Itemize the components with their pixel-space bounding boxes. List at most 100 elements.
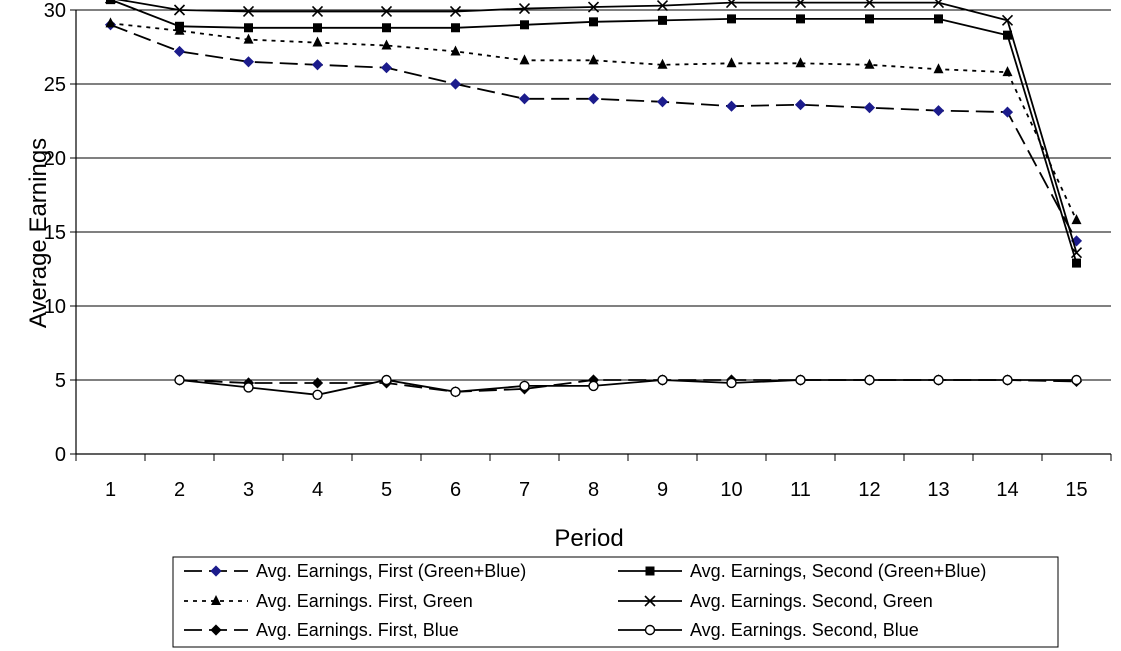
data-point — [311, 5, 324, 18]
data-point — [587, 93, 600, 105]
y-tick-label: 0 — [55, 444, 66, 466]
legend-swatch-marker — [210, 565, 222, 577]
data-point — [587, 1, 600, 13]
data-point — [1071, 374, 1082, 386]
data-point — [311, 59, 324, 71]
series-6 — [174, 374, 1082, 400]
x-marker-stroke — [380, 5, 393, 18]
data-point — [450, 386, 461, 398]
x-tick-label: 12 — [858, 479, 880, 501]
x-marker-stroke — [932, 0, 943, 9]
legend-swatch-marker — [644, 624, 656, 636]
data-point — [243, 382, 254, 393]
data-point — [381, 39, 392, 50]
data-point — [242, 56, 255, 68]
data-point — [313, 23, 322, 33]
data-point — [519, 380, 530, 392]
data-point — [1072, 258, 1081, 268]
data-point — [932, 105, 945, 117]
data-point — [864, 374, 875, 386]
data-point — [381, 374, 392, 386]
series-line — [179, 379, 1077, 396]
x-marker-stroke — [863, 0, 874, 9]
data-point — [311, 377, 324, 389]
data-point — [726, 377, 737, 389]
data-point — [795, 57, 806, 68]
series-1 — [104, 19, 1083, 247]
data-point — [794, 99, 807, 111]
legend-item-4: Avg. Earnings. Second, Green — [618, 591, 933, 611]
x-marker-stroke — [173, 4, 186, 16]
legend-item-5: Avg. Earnings. First, Blue — [184, 620, 459, 640]
data-point — [1070, 247, 1083, 259]
data-point — [1071, 214, 1082, 225]
data-point — [796, 14, 805, 24]
legend-box — [172, 556, 1059, 648]
data-point — [1003, 30, 1012, 40]
data-point — [449, 5, 462, 18]
data-point — [656, 0, 669, 12]
x-marker-stroke — [242, 5, 255, 18]
x-marker-stroke — [656, 0, 669, 12]
data-point — [312, 36, 323, 47]
legend-swatch-marker — [211, 595, 221, 605]
series-4 — [104, 0, 1083, 259]
x-marker-stroke — [587, 1, 600, 13]
x-tick-label: 2 — [174, 479, 185, 501]
legend-label: Avg. Earnings, Second (Green+Blue) — [690, 561, 986, 581]
data-point — [173, 45, 186, 58]
legend-item-3: Avg. Earnings. First, Green — [184, 591, 473, 611]
legend-swatch-marker — [210, 624, 222, 636]
y-tick-label: 30 — [44, 0, 66, 22]
legend-label: Avg. Earnings. Second, Blue — [690, 620, 919, 640]
series-line — [110, 22, 1078, 221]
legend-label: Avg. Earnings, First (Green+Blue) — [256, 561, 526, 581]
data-point — [933, 374, 944, 386]
y-axis-title: Average Earnings — [25, 138, 52, 328]
data-point — [934, 14, 943, 24]
x-tick-label: 10 — [720, 479, 742, 501]
data-point — [794, 0, 807, 9]
x-tick-label: 4 — [312, 479, 323, 501]
x-tick-label: 7 — [519, 479, 530, 501]
data-point — [382, 23, 391, 33]
data-point — [588, 380, 599, 392]
gridlines — [76, 9, 1111, 381]
x-axis-title: Period — [554, 525, 623, 552]
x-marker-stroke — [1001, 14, 1014, 26]
y-tick-label: 25 — [44, 74, 66, 96]
data-point — [727, 14, 736, 24]
legend-item-6: Avg. Earnings. Second, Blue — [618, 620, 919, 640]
data-point — [519, 54, 530, 65]
data-point — [242, 5, 255, 18]
data-point — [105, 17, 116, 28]
series-line — [115, 0, 1078, 253]
data-point — [726, 57, 737, 68]
data-point — [863, 102, 876, 114]
x-marker-stroke — [644, 595, 656, 607]
data-point — [725, 0, 738, 9]
data-point — [932, 0, 945, 9]
data-point — [1001, 106, 1014, 118]
x-tick-label: 11 — [790, 479, 811, 501]
data-point — [864, 58, 875, 69]
data-point — [451, 23, 460, 33]
data-point — [1002, 374, 1013, 386]
legend: Avg. Earnings, First (Green+Blue) Avg. Ea… — [172, 556, 1059, 648]
data-point — [658, 15, 667, 25]
x-tick-label: 9 — [657, 479, 668, 501]
series-3 — [105, 17, 1082, 225]
y-tick-label: 15 — [44, 222, 66, 244]
x-tick-label: 3 — [243, 479, 254, 501]
data-point — [450, 45, 461, 56]
series-2 — [106, 0, 1081, 268]
data-point — [380, 5, 393, 18]
x-tick-label: 13 — [927, 479, 949, 501]
y-tick-label: 10 — [44, 296, 66, 318]
y-tick-label: 20 — [44, 148, 66, 170]
data-point — [312, 389, 323, 400]
x-marker-stroke — [449, 5, 462, 18]
legend-label: Avg. Earnings. First, Green — [256, 591, 473, 611]
data-point — [174, 374, 185, 386]
